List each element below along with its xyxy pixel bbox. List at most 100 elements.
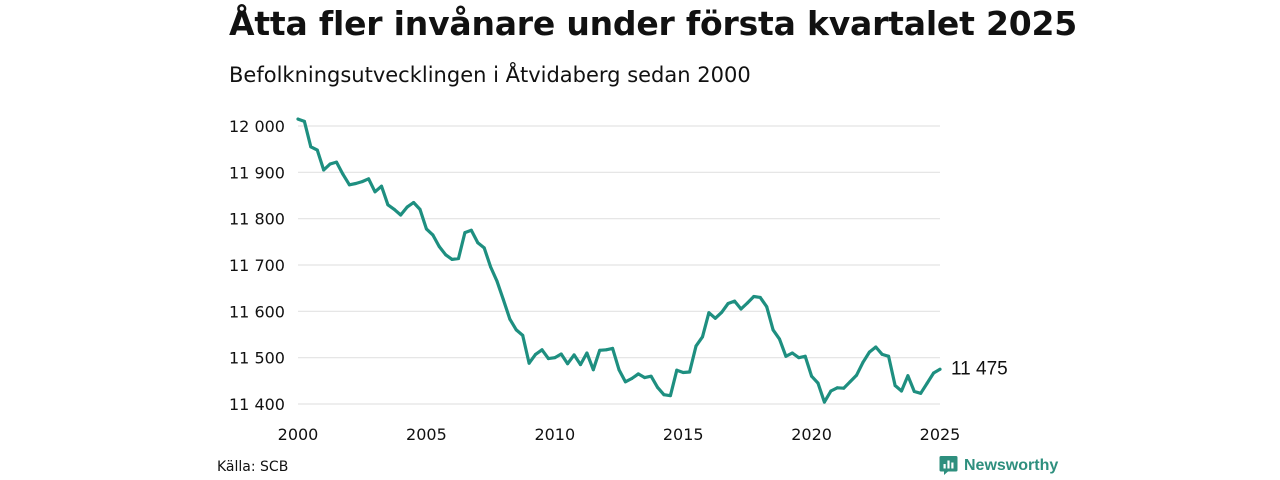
data-point xyxy=(842,386,846,390)
data-point xyxy=(681,370,685,374)
data-point xyxy=(784,354,788,358)
data-point xyxy=(489,265,493,269)
data-point xyxy=(906,374,910,378)
data-points xyxy=(296,117,942,404)
y-axis-tick-labels: 11 400 11 500 11 600 11 700 11 800 11 900 12 0… xyxy=(229,117,285,414)
data-point xyxy=(771,328,775,332)
data-point xyxy=(816,381,820,385)
data-point xyxy=(617,368,621,372)
data-point xyxy=(309,145,313,149)
source-note: Källa: SCB xyxy=(217,459,289,475)
data-point xyxy=(893,383,897,387)
y-tick-label: 11 600 xyxy=(229,302,285,321)
data-point xyxy=(508,317,512,321)
data-point xyxy=(450,257,454,261)
data-point xyxy=(534,352,538,356)
data-point xyxy=(752,295,756,299)
data-point xyxy=(758,295,762,299)
data-point xyxy=(874,345,878,349)
y-tick-label: 12 000 xyxy=(229,117,285,136)
data-point xyxy=(566,362,570,366)
data-point xyxy=(469,228,473,232)
data-point xyxy=(405,205,409,209)
series-group xyxy=(296,117,942,404)
data-point xyxy=(713,316,717,320)
data-point xyxy=(604,348,608,352)
data-point xyxy=(367,177,371,181)
data-point xyxy=(623,380,627,384)
data-point xyxy=(675,368,679,372)
data-point xyxy=(418,207,422,211)
data-point xyxy=(688,370,692,374)
data-point xyxy=(726,301,730,305)
data-point xyxy=(598,348,602,352)
data-point xyxy=(887,354,891,358)
data-point xyxy=(437,244,441,248)
data-point xyxy=(424,227,428,231)
end-value-label: 11 475 xyxy=(951,358,1008,379)
data-point xyxy=(925,381,929,385)
data-point xyxy=(412,200,416,204)
data-point xyxy=(932,371,936,375)
data-point xyxy=(591,368,595,372)
data-point xyxy=(482,246,486,250)
data-point xyxy=(694,344,698,348)
data-point xyxy=(810,374,814,378)
data-point xyxy=(386,203,390,207)
data-point xyxy=(938,367,942,371)
x-tick-label: 2010 xyxy=(534,425,575,444)
data-point xyxy=(296,117,300,121)
data-point xyxy=(328,162,332,166)
data-point xyxy=(527,361,531,365)
data-point xyxy=(867,350,871,354)
data-point xyxy=(668,394,672,398)
data-point xyxy=(765,305,769,309)
data-point xyxy=(778,337,781,341)
data-point xyxy=(521,333,525,337)
data-point xyxy=(662,393,666,397)
data-point xyxy=(797,356,801,360)
data-point xyxy=(540,348,544,352)
data-point xyxy=(790,351,794,355)
data-point xyxy=(360,180,364,184)
data-point xyxy=(476,241,480,245)
brand-logo: Newsworthy xyxy=(939,455,1058,476)
y-tick-label: 11 400 xyxy=(229,395,285,414)
data-point xyxy=(700,335,704,339)
data-point xyxy=(803,354,807,358)
data-point xyxy=(373,190,377,194)
data-point xyxy=(848,380,852,384)
y-tick-label: 11 700 xyxy=(229,256,285,275)
data-point xyxy=(315,148,319,152)
data-point xyxy=(335,160,339,164)
data-point xyxy=(559,352,563,356)
x-tick-label: 2005 xyxy=(406,425,447,444)
chart-subtitle: Befolkningsutvecklingen i Åtvidaberg sed… xyxy=(229,63,751,87)
data-point xyxy=(341,172,345,176)
data-point xyxy=(880,352,884,356)
data-point xyxy=(861,360,865,364)
brand-name: Newsworthy xyxy=(964,456,1059,474)
data-point xyxy=(354,181,358,185)
data-point xyxy=(514,328,518,332)
data-point xyxy=(444,253,448,257)
data-point xyxy=(649,374,653,378)
data-point xyxy=(302,119,306,123)
data-point xyxy=(457,257,460,261)
data-point xyxy=(463,231,467,235)
data-point xyxy=(501,298,505,302)
newsworthy-logo-icon xyxy=(939,456,958,475)
data-point xyxy=(585,351,589,355)
data-point xyxy=(322,168,326,172)
data-point xyxy=(399,213,403,217)
data-point xyxy=(899,389,903,393)
data-point xyxy=(392,207,396,211)
data-point xyxy=(643,376,647,380)
data-point xyxy=(636,372,640,376)
x-tick-label: 2025 xyxy=(920,425,961,444)
x-tick-label: 2000 xyxy=(278,425,319,444)
data-point xyxy=(495,279,499,283)
data-point xyxy=(546,357,550,361)
data-point xyxy=(835,386,839,390)
